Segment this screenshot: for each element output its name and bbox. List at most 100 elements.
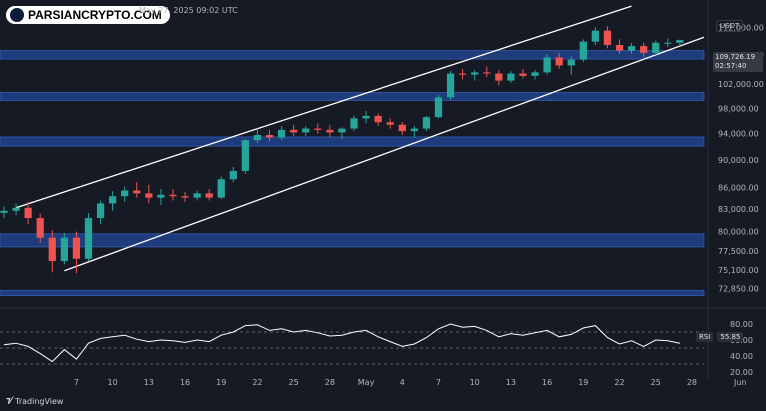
- tradingview-footer[interactable]: ⁊⁄ TradingView: [6, 396, 63, 406]
- date-tick-label: 28: [687, 378, 697, 387]
- candle-body: [109, 196, 117, 204]
- price-tick-label: 80,000.00: [718, 228, 759, 237]
- candle-body: [193, 193, 201, 198]
- rsi-tick-label: 20.00: [730, 368, 753, 377]
- candle-body: [290, 129, 298, 133]
- price-tick-label: 102,000.00: [718, 80, 764, 89]
- rsi-tick-label: 40.00: [730, 352, 753, 361]
- price-tick-label: 72,850.00: [718, 284, 759, 293]
- date-tick-label: 16: [180, 378, 190, 387]
- date-tick-label: 25: [651, 378, 661, 387]
- price-tick-label: 94,000.00: [718, 130, 759, 139]
- candle-body: [24, 207, 32, 219]
- timestamp: May 27, 2025 09:02 UTC: [139, 6, 238, 15]
- support-resistance-zone: [0, 233, 705, 248]
- date-tick-label: 10: [470, 378, 480, 387]
- brand-logo-text: PARSIANCRYPTO.COM: [28, 8, 162, 22]
- date-tick-label: 22: [252, 378, 262, 387]
- brand-logo: PARSIANCRYPTO.COM: [6, 6, 170, 24]
- candle-body: [507, 73, 515, 81]
- candle-body: [121, 190, 129, 197]
- date-tick-label: 7: [436, 378, 441, 387]
- candle-body: [410, 128, 418, 132]
- channel-line: [64, 36, 705, 272]
- candle-body: [181, 196, 189, 198]
- candle-body: [531, 72, 539, 76]
- candle-body: [664, 42, 672, 44]
- channel-line: [15, 5, 632, 209]
- candle-body: [338, 128, 346, 133]
- tradingview-logo-icon: ⁊⁄: [6, 396, 13, 406]
- candle-body: [326, 129, 334, 133]
- candle-body: [398, 124, 406, 132]
- candle-body: [459, 73, 467, 75]
- rsi-label: RSI: [696, 332, 714, 342]
- candle-body: [603, 30, 612, 45]
- candle-body: [0, 210, 8, 213]
- candle-body: [374, 115, 382, 123]
- date-tick-label: 25: [289, 378, 299, 387]
- date-tick-label: 22: [614, 378, 624, 387]
- candle-body: [12, 207, 20, 211]
- candle-body: [652, 42, 660, 53]
- date-tick-label: 28: [325, 378, 335, 387]
- candle-body: [676, 39, 684, 43]
- candle-body: [519, 73, 527, 76]
- candle-body: [386, 122, 394, 125]
- date-tick-label: 19: [216, 378, 226, 387]
- currency-label[interactable]: USDT: [716, 20, 744, 32]
- date-tick-label: 16: [542, 378, 552, 387]
- date-tick-label: 10: [108, 378, 118, 387]
- candle-body: [640, 46, 648, 53]
- candle-body: [446, 73, 455, 98]
- price-tick-label: 112,000.00: [718, 23, 764, 32]
- candle-body: [579, 41, 587, 60]
- candle-body: [72, 237, 81, 259]
- candle-body: [627, 46, 636, 51]
- price-tick-label: 77,500.00: [718, 247, 759, 256]
- tradingview-brand-text: TradingView: [15, 396, 64, 406]
- candle-body: [495, 73, 503, 81]
- support-resistance-zone: [0, 290, 705, 296]
- candle-body: [471, 72, 479, 75]
- candle-body: [483, 72, 491, 74]
- candle-body: [133, 190, 141, 194]
- candle-body: [434, 97, 443, 118]
- candle-body: [36, 218, 44, 238]
- candle-body: [229, 170, 237, 180]
- date-tick-label: Jun: [733, 378, 747, 387]
- candle-body: [145, 193, 153, 198]
- rsi-series-line: [3, 323, 680, 363]
- date-tick-label: 13: [144, 378, 154, 387]
- candle-body: [302, 128, 310, 133]
- candle-body: [567, 59, 575, 66]
- candle-body: [362, 115, 370, 119]
- candle-body: [265, 135, 274, 138]
- candle-body: [169, 194, 177, 197]
- date-tick-label: 7: [74, 378, 79, 387]
- support-resistance-zone: [0, 92, 705, 101]
- candle-body: [543, 57, 551, 73]
- candle-body: [217, 179, 225, 198]
- candle-body: [422, 117, 431, 129]
- date-tick-label: 4: [400, 378, 405, 387]
- candle-body: [350, 118, 358, 129]
- rsi-tick-label: 80.00: [730, 320, 753, 329]
- candle-body: [241, 140, 249, 171]
- date-tick-label: 19: [578, 378, 588, 387]
- brand-logo-icon: [10, 8, 24, 22]
- support-resistance-zone: [0, 136, 705, 147]
- candle-body: [615, 44, 624, 51]
- rsi-value: 55.85: [717, 332, 744, 342]
- price-tick-label: 98,000.00: [718, 104, 759, 113]
- rsi-value-tag: RSI 55.85: [696, 332, 744, 342]
- current-price-tag: 109,726.19 02:57:40: [713, 52, 763, 72]
- candle-body: [591, 30, 599, 42]
- price-tick-label: 75,100.00: [718, 266, 759, 275]
- candle-body: [555, 57, 563, 66]
- candle-body: [253, 135, 262, 141]
- support-resistance-zone: [0, 50, 705, 60]
- price-tick-label: 86,000.00: [718, 184, 759, 193]
